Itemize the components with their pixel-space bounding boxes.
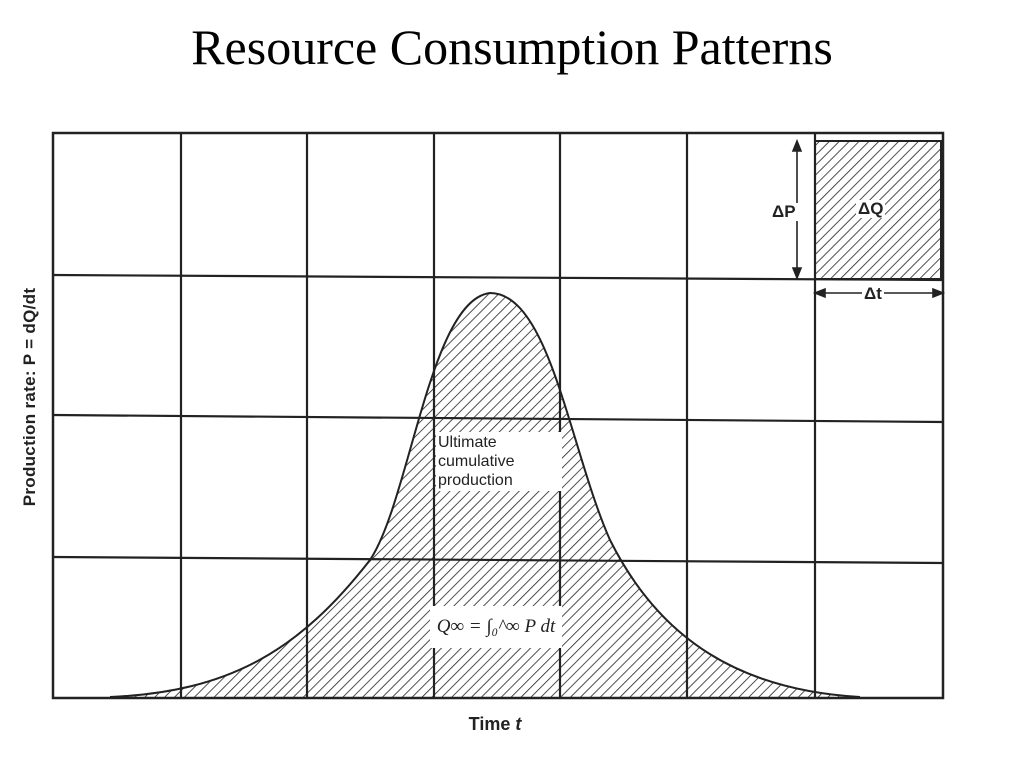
production-rate-curve xyxy=(109,291,861,698)
area-label-line-1: Ultimate xyxy=(438,434,497,451)
cumulative-production-area xyxy=(110,293,860,697)
horizontal-grid-lines xyxy=(52,273,944,565)
x-axis-label-text: Time xyxy=(468,714,516,734)
x-axis-label: Time t xyxy=(420,714,570,735)
delta-q-label: ΔQ xyxy=(856,199,886,218)
area-label-line-3: production xyxy=(438,472,513,489)
delta-p-label: ΔP xyxy=(770,202,798,221)
area-label-line-2: cumulative xyxy=(438,453,515,470)
ultimate-production-formula: Q∞ = ∫₀^∞ P dt xyxy=(430,606,562,648)
y-axis-label: Production rate: P = dQ/dt xyxy=(20,287,39,507)
delta-t-label: Δt xyxy=(862,284,884,303)
x-axis-label-variable: t xyxy=(515,714,522,734)
ultimate-cumulative-production-label: Ultimate cumulative production xyxy=(436,432,562,491)
slide-title: Resource Consumption Patterns xyxy=(191,19,833,75)
